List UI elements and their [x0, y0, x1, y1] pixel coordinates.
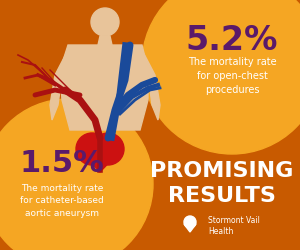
Polygon shape: [138, 51, 160, 120]
Text: RESULTS: RESULTS: [168, 185, 276, 205]
Polygon shape: [184, 224, 196, 232]
Text: PROMISING: PROMISING: [150, 160, 294, 180]
Text: The mortality rate
for catheter-based
aortic aneurysm: The mortality rate for catheter-based ao…: [20, 183, 104, 217]
Polygon shape: [50, 51, 72, 120]
Circle shape: [142, 0, 300, 154]
Polygon shape: [78, 150, 122, 172]
Circle shape: [0, 100, 153, 250]
Polygon shape: [98, 37, 112, 46]
Polygon shape: [60, 46, 148, 130]
Text: The mortality rate
for open-chest
procedures: The mortality rate for open-chest proced…: [188, 57, 276, 94]
Circle shape: [92, 134, 124, 165]
Text: 1.5%: 1.5%: [20, 148, 104, 177]
Circle shape: [184, 216, 196, 228]
Circle shape: [91, 9, 119, 37]
Text: 5.2%: 5.2%: [186, 24, 278, 57]
Circle shape: [76, 134, 108, 165]
Text: Stormont Vail
Health: Stormont Vail Health: [208, 215, 260, 236]
